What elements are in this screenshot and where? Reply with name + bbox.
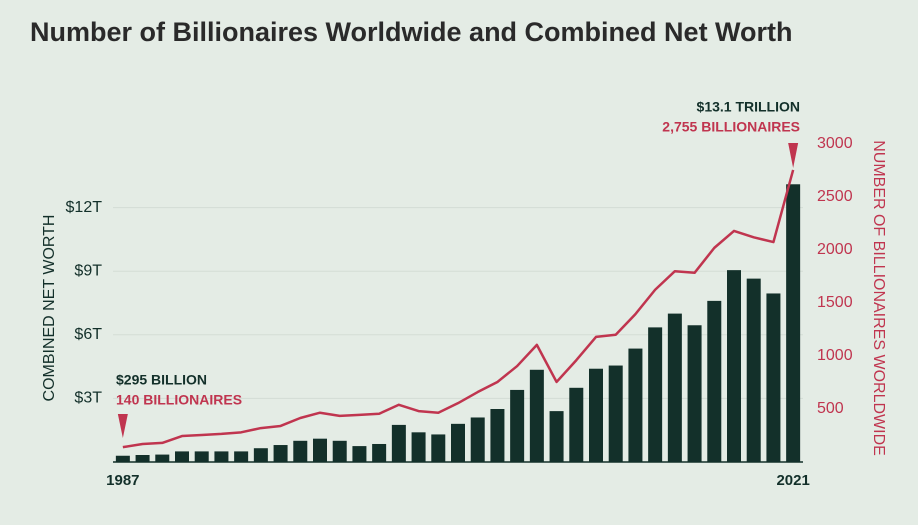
bar	[746, 278, 761, 462]
bar	[786, 184, 801, 462]
bar	[549, 411, 564, 462]
bar	[608, 365, 623, 462]
bar	[234, 451, 249, 462]
bar	[135, 455, 150, 462]
x-tick-label: 2021	[776, 472, 809, 489]
annotation: 140 BILLIONAIRES	[116, 392, 242, 408]
bar	[766, 293, 781, 462]
annotation: 2,755 BILLIONAIRES	[662, 119, 800, 135]
chart-title: Number of Billionaires Worldwide and Com…	[30, 17, 793, 47]
bar	[411, 432, 426, 462]
annotation-arrow	[117, 414, 128, 438]
y2-axis-title: NUMBER OF BILLIONAIRES WORLDWIDE	[870, 140, 887, 456]
bar	[253, 448, 268, 462]
bar	[214, 451, 229, 462]
bar	[687, 325, 702, 462]
bar	[313, 438, 327, 462]
y-tick-label: $6T	[74, 326, 102, 343]
bar	[391, 424, 406, 462]
bar	[470, 417, 485, 462]
bar	[490, 409, 505, 462]
line	[122, 169, 795, 449]
y-tick-label: $9T	[74, 262, 102, 279]
bar	[727, 270, 741, 462]
y-tick-label: $12T	[66, 199, 103, 216]
bar	[529, 369, 544, 462]
bar	[332, 440, 347, 462]
bar	[707, 300, 722, 462]
y-tick-label: $3T	[74, 390, 102, 407]
bar	[194, 451, 209, 462]
bar	[451, 423, 465, 462]
y2-tick-label: 2000	[817, 241, 853, 258]
y2-tick-label: 1500	[817, 294, 853, 311]
bar	[155, 454, 170, 462]
x-tick-label: 1987	[106, 472, 139, 489]
bar	[175, 451, 189, 462]
y2-tick-label: 2500	[817, 188, 853, 205]
y-axis-title: COMBINED NET WORTH	[41, 215, 58, 402]
bar	[293, 440, 308, 462]
bar	[667, 313, 682, 462]
bar	[431, 434, 446, 462]
bar	[273, 445, 288, 462]
y2-tick-label: 1000	[817, 347, 853, 364]
bar	[510, 389, 525, 462]
bar	[372, 443, 387, 462]
annotation-arrow	[788, 143, 799, 168]
bar	[589, 368, 603, 462]
bar	[352, 446, 367, 462]
y2-tick-label: 500	[817, 400, 844, 417]
bar	[648, 327, 663, 462]
y2-tick-label: 3000	[817, 135, 853, 152]
annotation: $13.1 TRILLION	[697, 99, 800, 115]
annotation: $295 BILLION	[116, 372, 207, 388]
bar	[628, 348, 643, 462]
bar	[115, 455, 130, 462]
bar	[569, 387, 584, 462]
